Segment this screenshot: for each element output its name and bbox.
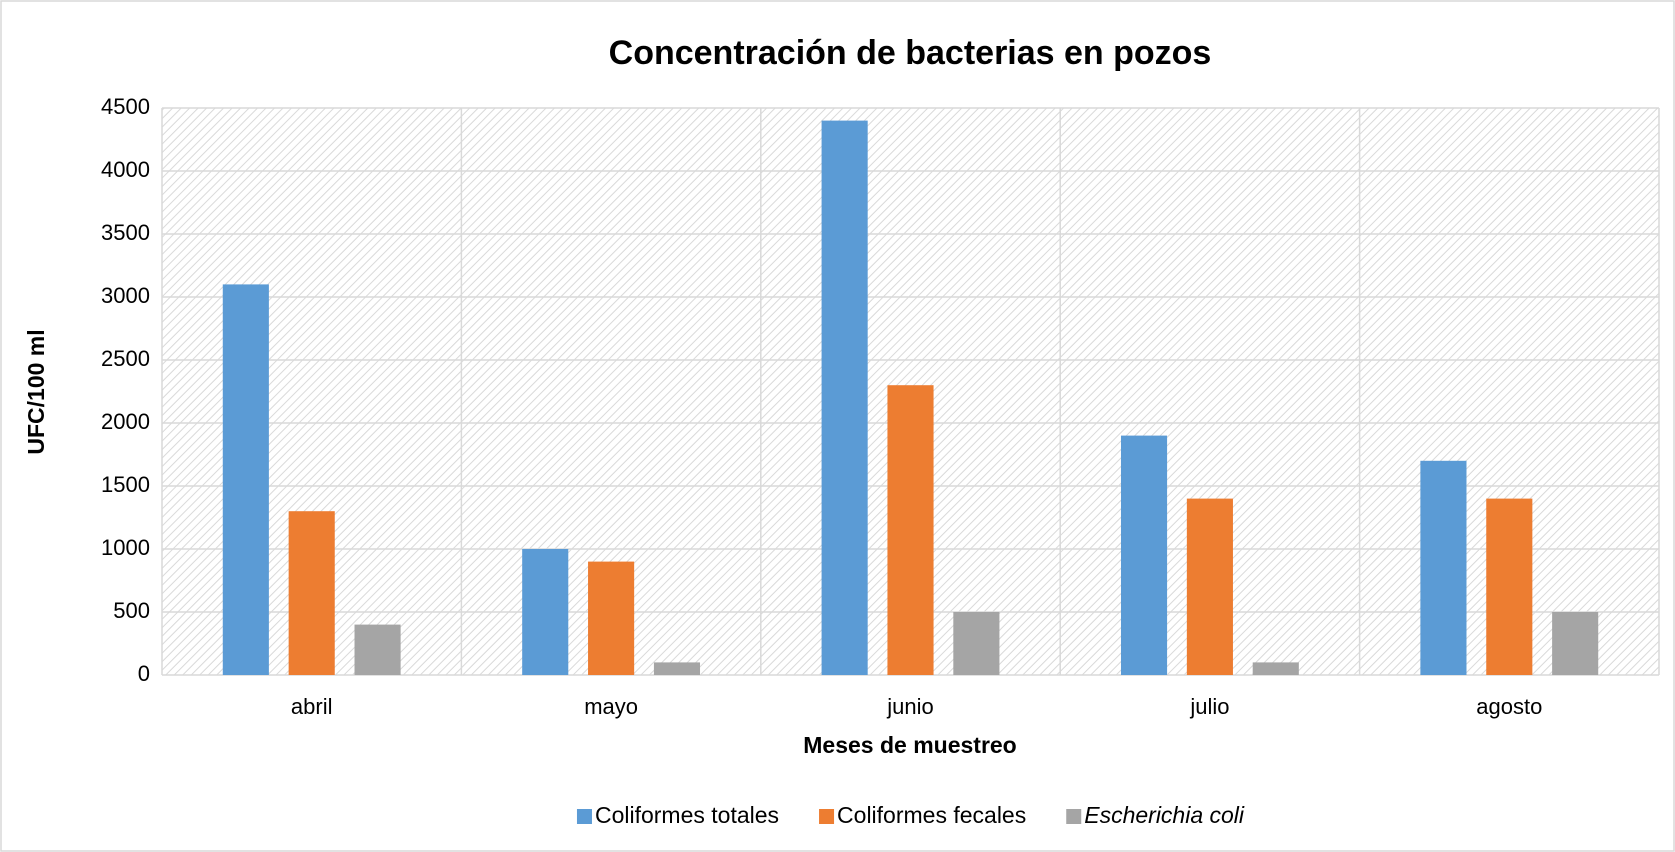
- y-tick-label: 3500: [101, 220, 150, 245]
- legend-label: Coliformes fecales: [837, 802, 1026, 828]
- y-tick-label: 1500: [101, 472, 150, 497]
- x-tick-label: abril: [291, 694, 333, 719]
- bar: [953, 612, 1000, 675]
- bar: [1252, 662, 1299, 675]
- legend-label: Escherichia coli: [1084, 802, 1245, 828]
- bar: [222, 284, 269, 675]
- bar: [1552, 612, 1599, 675]
- x-tick-label: agosto: [1476, 694, 1542, 719]
- bar: [288, 511, 335, 675]
- bar: [1486, 498, 1533, 675]
- bar: [1420, 460, 1467, 675]
- y-tick-label: 500: [113, 598, 150, 623]
- y-tick-label: 2500: [101, 346, 150, 371]
- x-tick-label: julio: [1189, 694, 1229, 719]
- bar: [1186, 498, 1233, 675]
- x-tick-label: mayo: [584, 694, 638, 719]
- x-tick-label: junio: [886, 694, 933, 719]
- y-tick-label: 0: [138, 661, 150, 686]
- legend-label: Coliformes totales: [595, 802, 779, 828]
- bar: [354, 624, 401, 675]
- legend-swatch: [819, 809, 835, 824]
- bar: [1120, 435, 1168, 675]
- bar: [588, 561, 635, 675]
- bar: [522, 549, 569, 675]
- chart-title: Concentración de bacterias en pozos: [609, 34, 1212, 72]
- legend-swatch: [1066, 809, 1082, 824]
- bar: [653, 662, 701, 675]
- y-tick-label: 2000: [101, 409, 150, 434]
- y-tick-label: 3000: [101, 283, 150, 308]
- y-tick-label: 4500: [101, 94, 150, 119]
- y-tick-label: 4000: [101, 157, 150, 182]
- bar: [887, 385, 934, 675]
- bar: [821, 120, 868, 676]
- y-tick-label: 1000: [101, 535, 150, 560]
- legend-swatch: [576, 809, 592, 824]
- x-axis-title: Meses de muestreo: [803, 732, 1016, 758]
- y-axis-title: UFC/100 ml: [23, 329, 49, 454]
